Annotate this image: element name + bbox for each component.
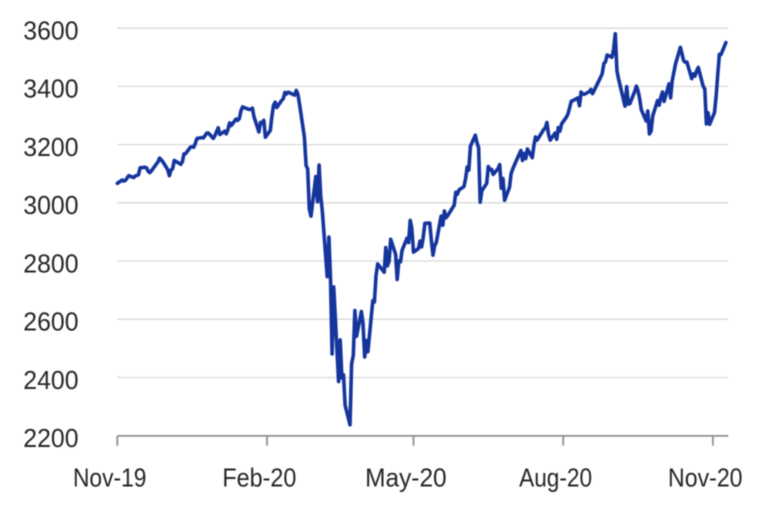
svg-text:2600: 2600 [23, 307, 78, 337]
svg-text:3600: 3600 [23, 16, 78, 46]
svg-text:Feb-20: Feb-20 [222, 463, 296, 493]
svg-text:May-20: May-20 [365, 463, 447, 493]
svg-text:Nov-20: Nov-20 [668, 463, 743, 493]
svg-text:2200: 2200 [23, 423, 78, 453]
svg-text:Aug-20: Aug-20 [519, 463, 592, 493]
svg-text:Nov-19: Nov-19 [73, 463, 147, 493]
svg-text:3200: 3200 [23, 132, 78, 162]
svg-text:3400: 3400 [23, 74, 78, 104]
svg-text:3000: 3000 [23, 190, 78, 220]
svg-text:2800: 2800 [23, 248, 78, 278]
svg-text:2400: 2400 [23, 365, 78, 395]
